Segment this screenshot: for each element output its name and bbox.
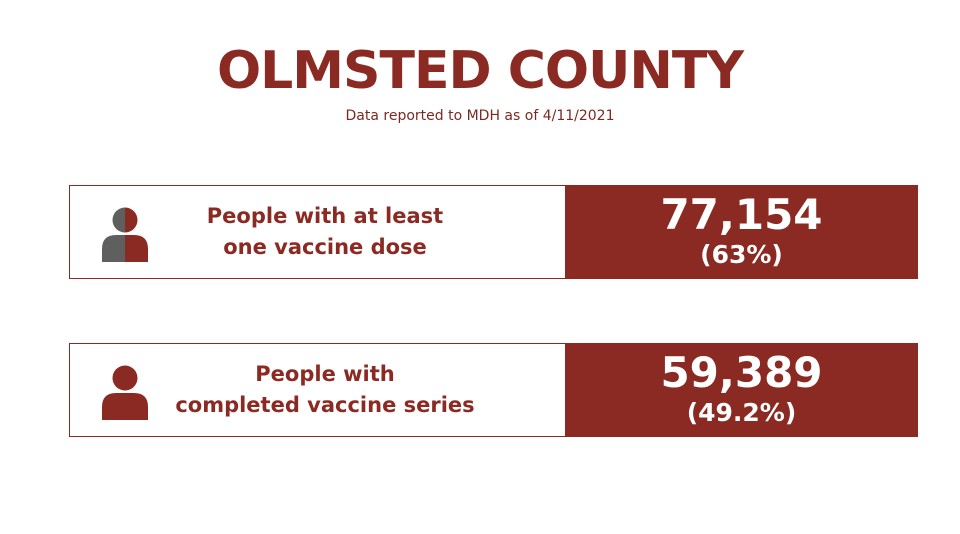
stat-row-completed-series: People with completed vaccine series 59,… [69, 342, 918, 437]
stat-value-box: 77,154 (63%) [565, 184, 918, 279]
page-title: OLMSTED COUNTY [216, 41, 744, 101]
stat-percent: (63%) [700, 239, 783, 269]
stat-label-line2: one vaccine dose [223, 235, 427, 259]
stat-percent: (49.2%) [686, 397, 797, 427]
stat-label: People with completed vaccine series [170, 344, 480, 436]
stat-value: 77,154 [660, 189, 823, 239]
stat-row-one-dose: People with at least one vaccine dose 77… [69, 184, 918, 279]
stat-label-line1: People with at least [206, 204, 444, 228]
stat-label: People with at least one vaccine dose [170, 186, 480, 278]
stat-label-line1: People with [255, 362, 395, 386]
stat-value-box: 59,389 (49.2%) [565, 342, 918, 437]
person-filled-icon [102, 365, 148, 420]
stat-label-line2: completed vaccine series [175, 393, 475, 417]
page-subtitle: Data reported to MDH as of 4/11/2021 [345, 108, 615, 124]
person-half-filled-icon [102, 207, 148, 262]
stat-value: 59,389 [660, 347, 823, 397]
